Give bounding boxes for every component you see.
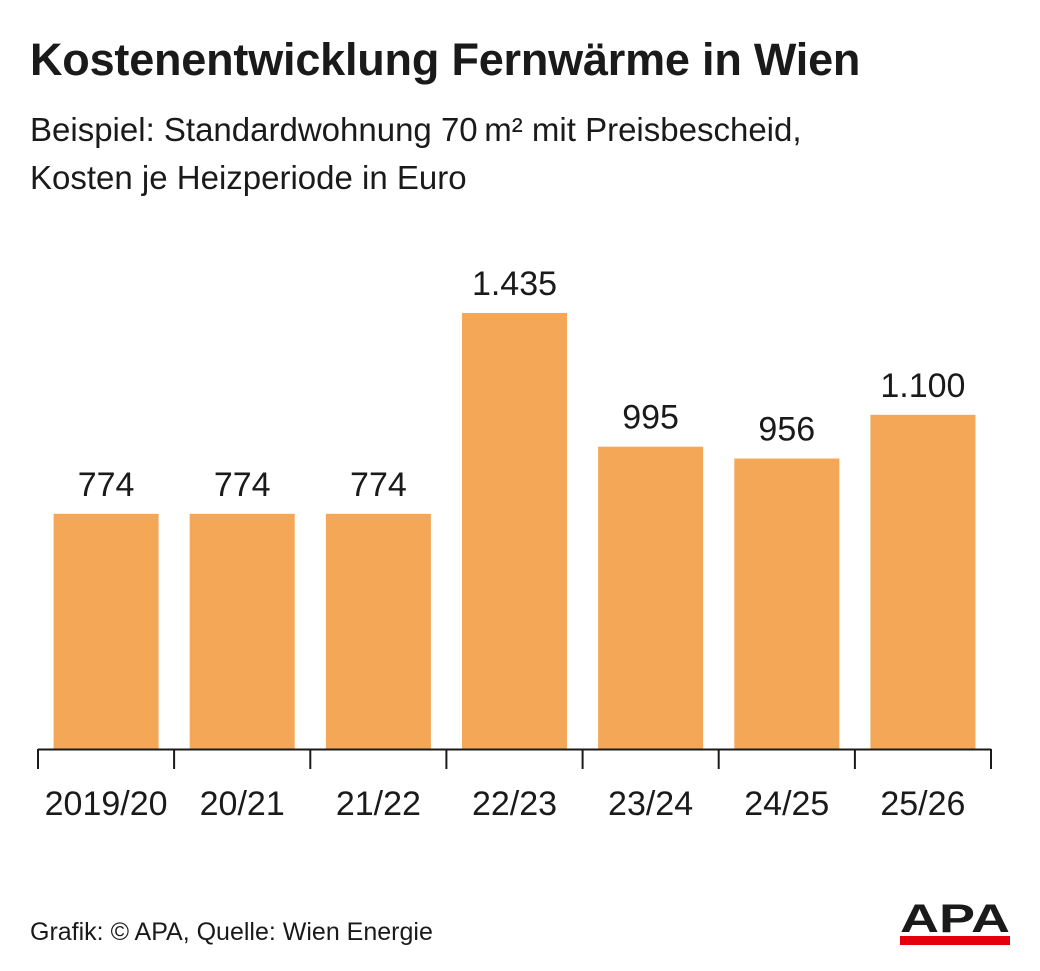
x-tick-label: 24/25 <box>744 785 829 823</box>
bar-20-21 <box>189 513 295 749</box>
subtitle-line-1: Beispiel: Standardwohnung 70 m² mit Prei… <box>30 111 802 148</box>
x-tick-label: 22/23 <box>472 785 557 823</box>
x-tick-label: 23/24 <box>608 785 693 823</box>
value-label: 774 <box>78 466 135 504</box>
bar-21-22 <box>325 513 431 749</box>
value-label: 1.435 <box>472 265 557 303</box>
apa-logo-bar <box>900 936 1010 945</box>
chart-subtitle: Beispiel: Standardwohnung 70 m² mit Prei… <box>30 106 802 202</box>
x-axis <box>37 748 992 769</box>
x-tick-label: 25/26 <box>880 785 965 823</box>
bar-22-23 <box>462 313 567 749</box>
bar-2019-20 <box>53 513 159 749</box>
x-tick-label: 2019/20 <box>45 785 168 823</box>
subtitle-line-2: Kosten je Heizperiode in Euro <box>30 159 467 196</box>
bar-25-26 <box>870 414 976 749</box>
value-label: 995 <box>622 399 679 437</box>
bar-24-25 <box>734 458 840 749</box>
source-credit: Grafik: © APA, Quelle: Wien Energie <box>30 918 433 946</box>
x-tick-label: 21/22 <box>336 785 421 823</box>
apa-logo: APA <box>900 898 1010 945</box>
apa-logo-text: APA <box>900 898 1010 941</box>
x-tick-label: 20/21 <box>200 785 285 823</box>
chart-title: Kostenentwicklung Fernwärme in Wien <box>30 34 861 85</box>
value-label: 774 <box>214 466 271 504</box>
bars-group <box>53 313 976 749</box>
bar-23-24 <box>598 446 704 749</box>
x-tick-labels-group: 2019/20 20/21 21/22 22/23 23/24 24/25 25/26 <box>45 785 966 823</box>
value-label: 774 <box>350 466 407 504</box>
value-labels-group: 774 774 774 1.435 995 956 1.100 <box>78 265 966 504</box>
value-label: 1.100 <box>880 367 965 405</box>
value-label: 956 <box>758 411 815 449</box>
